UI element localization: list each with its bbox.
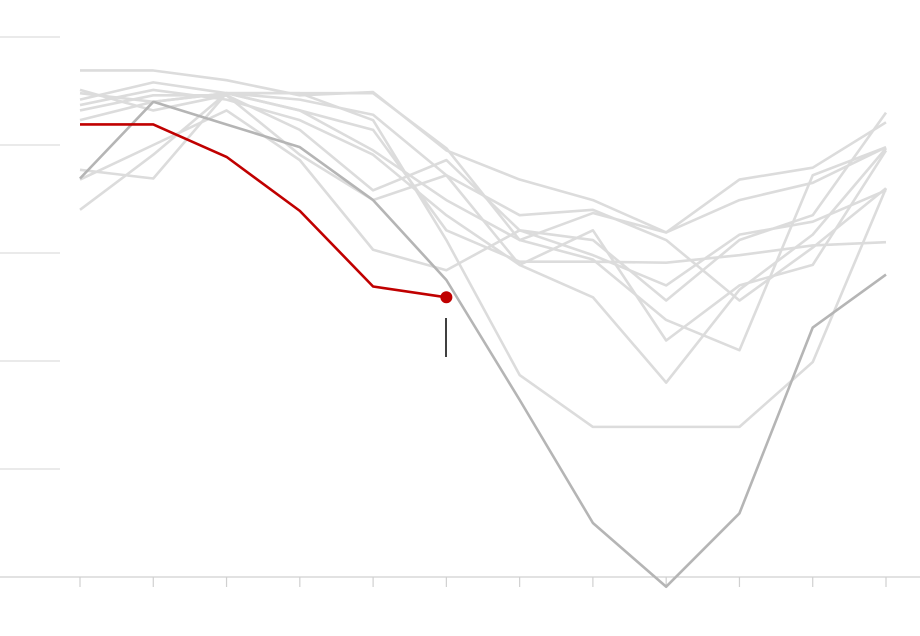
series-line	[80, 123, 447, 299]
series-line	[79, 88, 887, 302]
series-line	[79, 109, 887, 287]
end-dot	[440, 291, 453, 304]
series-line	[80, 69, 887, 234]
series-line	[79, 91, 888, 429]
axes	[0, 36, 920, 587]
series-line	[79, 100, 887, 589]
series-line	[79, 81, 887, 265]
series-line	[79, 91, 888, 342]
